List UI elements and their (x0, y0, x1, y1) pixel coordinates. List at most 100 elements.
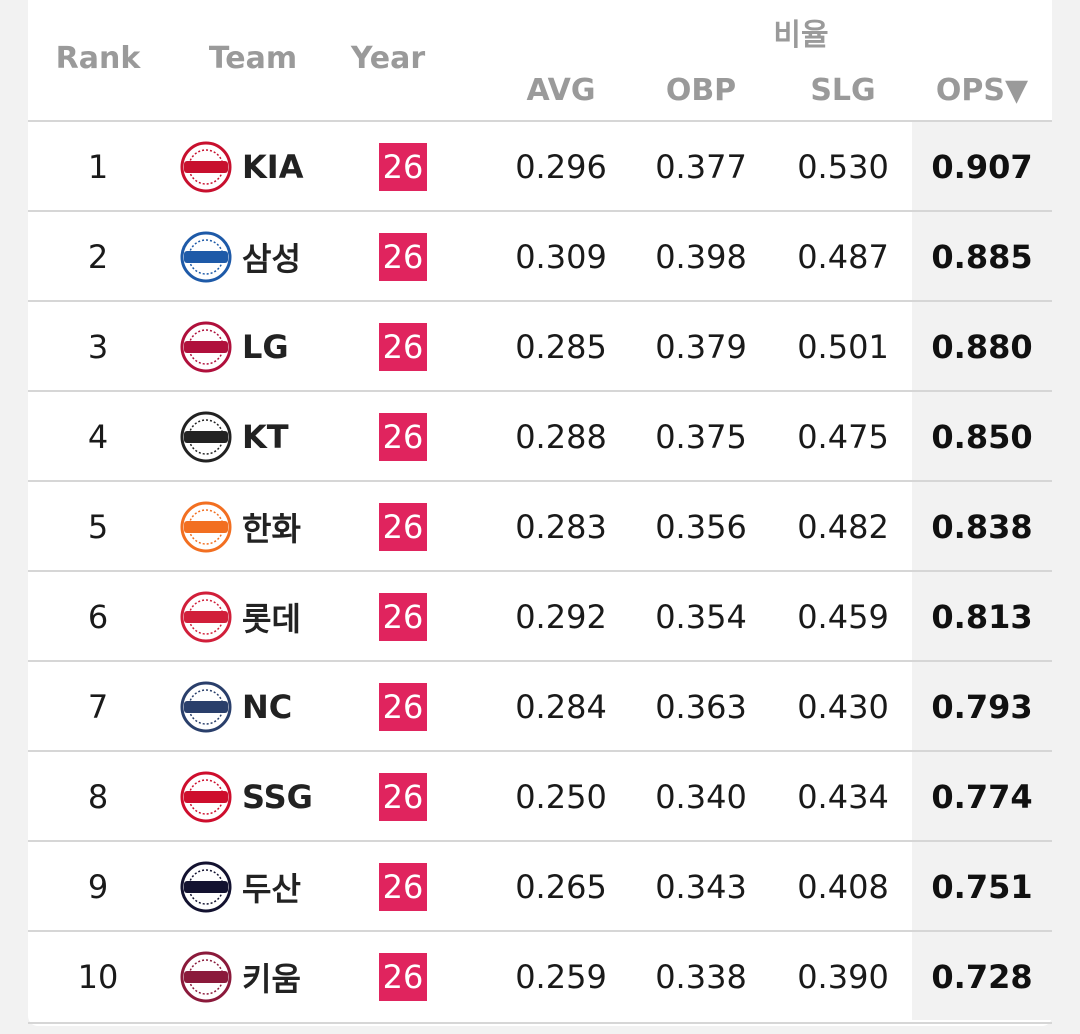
column-separator (468, 122, 470, 212)
rank-cell: 9 (87, 868, 109, 906)
dinos-logo-icon (178, 679, 234, 735)
column-separator (628, 572, 630, 662)
slg-cell: 0.475 (797, 418, 889, 456)
table-row[interactable]: 8 SSG 26 0.250 0.340 0.434 0.774 (28, 750, 1052, 842)
rank-cell: 8 (87, 778, 109, 816)
column-separator (468, 662, 470, 752)
team-cell[interactable]: LG (168, 302, 348, 392)
avg-cell: 0.296 (515, 148, 607, 186)
column-separator (770, 932, 772, 1022)
year-badge[interactable]: 26 (379, 503, 427, 551)
column-separator (468, 752, 470, 842)
header-ops-sorted[interactable]: OPS▼ (935, 73, 1029, 108)
column-separator (770, 122, 772, 212)
team-cell[interactable]: 한화 (168, 482, 348, 572)
table-row[interactable]: 3 LG 26 0.285 0.379 0.501 0.880 (28, 300, 1052, 392)
team-cell[interactable]: 두산 (168, 842, 348, 932)
ops-cell: 0.885 (931, 238, 1033, 276)
year-badge[interactable]: 26 (379, 773, 427, 821)
column-separator (628, 752, 630, 842)
obp-cell: 0.398 (655, 238, 747, 276)
column-separator (468, 572, 470, 662)
year-badge[interactable]: 26 (379, 233, 427, 281)
landers-logo-icon (178, 769, 234, 825)
avg-cell: 0.250 (515, 778, 607, 816)
column-separator (770, 572, 772, 662)
ops-cell: 0.813 (931, 598, 1033, 636)
rank-cell: 2 (87, 238, 109, 276)
column-separator (770, 212, 772, 302)
year-badge[interactable]: 26 (379, 323, 427, 371)
header-team[interactable]: Team (208, 41, 298, 76)
table-row[interactable]: 2 삼성 26 0.309 0.398 0.487 0.885 (28, 210, 1052, 302)
eagles-logo-icon (178, 499, 234, 555)
obp-cell: 0.338 (655, 958, 747, 996)
ops-cell: 0.880 (931, 328, 1033, 366)
avg-cell: 0.284 (515, 688, 607, 726)
year-badge[interactable]: 26 (379, 143, 427, 191)
column-separator (770, 842, 772, 932)
slg-cell: 0.482 (797, 508, 889, 546)
table-row[interactable]: 9 두산 26 0.265 0.343 0.408 0.751 (28, 840, 1052, 932)
column-separator (770, 302, 772, 392)
table-row[interactable]: 10 키움 26 0.259 0.338 0.390 0.728 (28, 930, 1052, 1024)
column-separator (468, 302, 470, 392)
table-row[interactable]: 1 KIA 26 0.296 0.377 0.530 0.907 (28, 120, 1052, 212)
obp-cell: 0.363 (655, 688, 747, 726)
rank-cell: 4 (87, 418, 109, 456)
team-name: 두산 (242, 870, 301, 908)
rank-cell: 10 (77, 958, 119, 996)
team-cell[interactable]: KT (168, 392, 348, 482)
year-cell: 26 (348, 932, 458, 1022)
rank-cell: 1 (87, 148, 109, 186)
team-name: KIA (242, 148, 304, 186)
obp-cell: 0.343 (655, 868, 747, 906)
team-cell[interactable]: KIA (168, 122, 348, 212)
column-separator (628, 392, 630, 482)
table-row[interactable]: 4 KT 26 0.288 0.375 0.475 0.850 (28, 390, 1052, 482)
table-row[interactable]: 5 한화 26 0.283 0.356 0.482 0.838 (28, 480, 1052, 572)
year-badge[interactable]: 26 (379, 953, 427, 1001)
year-badge[interactable]: 26 (379, 683, 427, 731)
rank-cell: 3 (87, 328, 109, 366)
slg-cell: 0.501 (797, 328, 889, 366)
column-separator (628, 932, 630, 1022)
year-cell: 26 (348, 212, 458, 302)
team-name: LG (242, 328, 289, 366)
avg-cell: 0.285 (515, 328, 607, 366)
ratio-group-header: 비율 (773, 18, 829, 53)
table-row[interactable]: 6 롯데 26 0.292 0.354 0.459 0.813 (28, 570, 1052, 662)
slg-cell: 0.459 (797, 598, 889, 636)
team-cell[interactable]: 키움 (168, 932, 348, 1022)
header-obp[interactable]: OBP (665, 73, 737, 108)
year-badge[interactable]: 26 (379, 413, 427, 461)
column-separator (628, 212, 630, 302)
avg-cell: 0.292 (515, 598, 607, 636)
tigers-logo-icon (178, 139, 234, 195)
year-cell: 26 (348, 482, 458, 572)
avg-cell: 0.288 (515, 418, 607, 456)
team-cell[interactable]: NC (168, 662, 348, 752)
year-badge[interactable]: 26 (379, 863, 427, 911)
year-badge[interactable]: 26 (379, 593, 427, 641)
header-rank[interactable]: Rank (55, 41, 141, 76)
team-cell[interactable]: 삼성 (168, 212, 348, 302)
column-separator (628, 842, 630, 932)
year-cell: 26 (348, 122, 458, 212)
column-separator (468, 932, 470, 1022)
header-avg[interactable]: AVG (526, 73, 596, 108)
obp-cell: 0.354 (655, 598, 747, 636)
slg-cell: 0.390 (797, 958, 889, 996)
slg-cell: 0.434 (797, 778, 889, 816)
header-slg[interactable]: SLG (810, 73, 876, 108)
ops-cell: 0.774 (931, 778, 1033, 816)
stats-table: 비율 Rank Team Year AVG OBP SLG OPS▼ 1 KIA 2… (28, 0, 1052, 1026)
slg-cell: 0.530 (797, 148, 889, 186)
team-cell[interactable]: 롯데 (168, 572, 348, 662)
team-name: 키움 (242, 960, 301, 998)
team-cell[interactable]: SSG (168, 752, 348, 842)
header-year[interactable]: Year (350, 41, 426, 76)
column-separator (628, 122, 630, 212)
table-row[interactable]: 7 NC 26 0.284 0.363 0.430 0.793 (28, 660, 1052, 752)
rank-cell: 6 (87, 598, 109, 636)
